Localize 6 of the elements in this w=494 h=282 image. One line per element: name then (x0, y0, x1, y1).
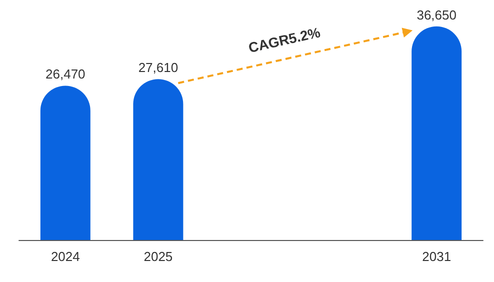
data-label: 26,470 (46, 66, 86, 82)
data-label: 27,610 (138, 60, 178, 76)
data-label: 36,650 (416, 7, 456, 22)
x-tick-label: 2024 (50, 249, 80, 264)
x-tick-label: 2031 (422, 249, 452, 264)
x-tick-label: 2025 (144, 249, 173, 264)
